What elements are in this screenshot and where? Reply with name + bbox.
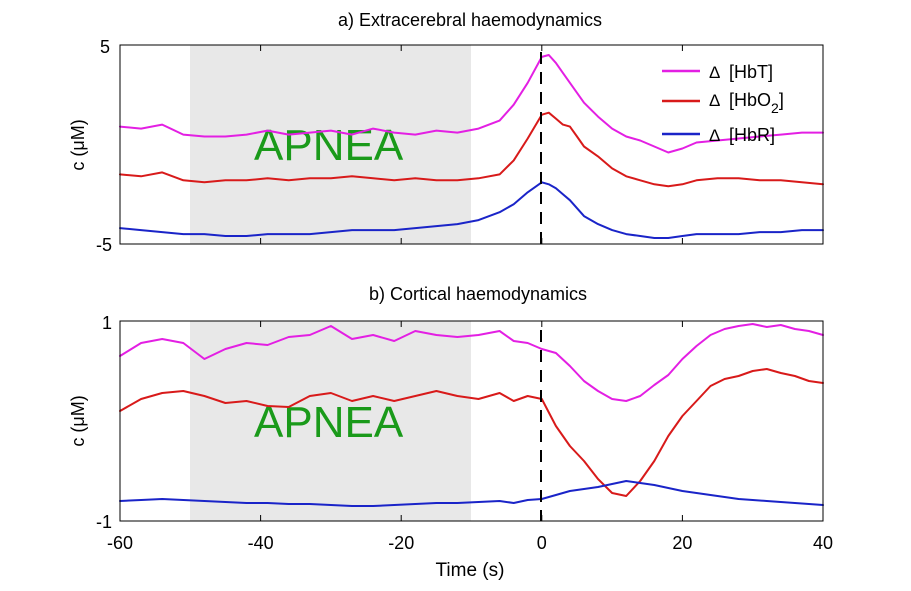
series-line-hbr [119,181,824,239]
panel-cortical: b) Cortical haemodynamics APNEA 1 -1 c (… [68,284,833,581]
y-axis-label: c (μM) [68,119,88,170]
x-axis-label: Time (s) [436,560,505,581]
y-tick-label-bottom: -5 [96,235,112,255]
axis-ticks [119,44,824,245]
y-tick-label-top: 5 [100,37,110,57]
x-tick-labels: -60 -40 -20 0 20 40 [107,533,833,553]
x-tick-label: -20 [388,533,414,553]
apnea-shaded-region [190,45,471,244]
y-tick-label-bottom: -1 [96,512,112,532]
y-tick-label-top: 1 [102,313,112,333]
plot-frame [119,44,824,245]
y-axis-label: c (μM) [68,395,88,446]
apnea-shaded-region [190,321,471,521]
legend-label-hbt: [HbT] [729,62,773,82]
x-tick-label: 20 [672,533,692,553]
chart-title: a) Extracerebral haemodynamics [338,10,602,30]
legend-label-hbo2: [HbO2] [729,90,784,116]
apnea-label: APNEA [254,398,404,447]
series-group [119,54,824,239]
panel-extracerebral: a) Extracerebral haemodynamics APNEA 5 -… [68,10,824,255]
legend-label-hbo2-close: ] [779,90,784,110]
apnea-label: APNEA [254,121,404,170]
series-line-hbo2 [119,368,824,497]
x-tick-label: -40 [248,533,274,553]
x-tick-label: -60 [107,533,133,553]
x-tick-label: 40 [813,533,833,553]
legend-label-hbr: [HbR] [729,125,775,145]
x-tick-label: 0 [537,533,547,553]
series-line-hbt [119,323,824,402]
axis-ticks [119,320,824,522]
series-line-hbo2 [119,111,824,188]
legend-label-hbo2-sub: 2 [771,100,779,116]
series-line-hbr [119,480,824,507]
chart-title: b) Cortical haemodynamics [369,284,587,304]
plot-frame [119,320,824,522]
legend-delta-hbr: Δ [709,126,720,145]
series-line-hbt [119,54,824,154]
legend: Δ [HbT] Δ [HbO2] Δ [HbR] [662,62,784,145]
legend-delta-hbt: Δ [709,63,720,82]
series-group [119,323,824,507]
legend-delta-hbo2: Δ [709,91,720,110]
legend-label-hbo2-main: [HbO [729,90,771,110]
